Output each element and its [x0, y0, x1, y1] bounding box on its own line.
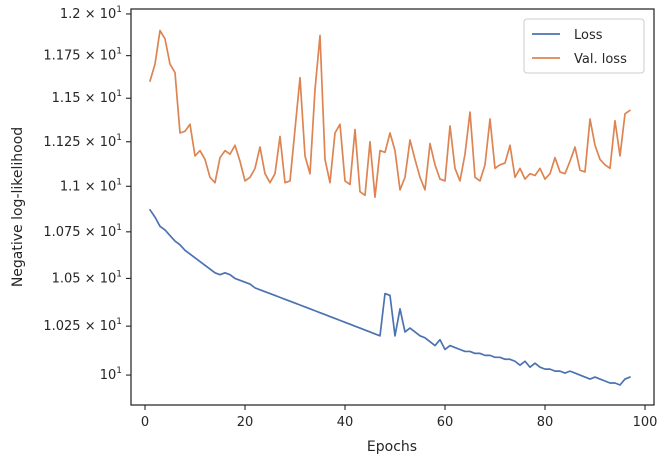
- y-tick-label: 1.05 × 101: [52, 269, 122, 286]
- y-tick-label: 1.075 × 101: [43, 223, 122, 240]
- x-axis: 0 20 40 60 80 100: [141, 405, 658, 430]
- legend: Loss Val. loss: [523, 18, 645, 74]
- y-axis-label: Negative log-likelihood: [10, 127, 26, 287]
- series-line-val-loss: [149, 29, 631, 198]
- y-tick-label: 1.125 × 101: [43, 133, 122, 150]
- x-tick-label: 40: [337, 415, 354, 430]
- x-tick-label: 0: [141, 415, 149, 430]
- y-tick-label: 1.175 × 101: [43, 47, 122, 64]
- x-tick-label: 60: [437, 415, 454, 430]
- legend-frame: [523, 18, 645, 74]
- plot-background: [131, 9, 654, 405]
- y-tick-label: 101: [100, 366, 122, 383]
- y-tick-label: 1.2 × 101: [60, 5, 122, 22]
- x-axis-label: Epochs: [367, 439, 417, 455]
- x-tick-label: 80: [537, 415, 554, 430]
- plot-frame: [130, 8, 655, 406]
- y-tick-label: 1.1 × 101: [60, 177, 122, 194]
- y-axis: 101 1.025 × 101 1.05 × 101 1.075 × 101 1.1 ×…: [43, 5, 131, 383]
- series-lines: [149, 29, 631, 386]
- x-tick-label: 20: [237, 415, 254, 430]
- x-tick-label: 100: [633, 415, 658, 430]
- y-tick-label: 1.15 × 101: [52, 89, 122, 106]
- legend-label-val-loss: Val. loss: [574, 52, 627, 67]
- legend-label-loss: Loss: [574, 28, 603, 43]
- series-line-loss: [149, 208, 631, 386]
- y-tick-label: 1.025 × 101: [43, 317, 122, 334]
